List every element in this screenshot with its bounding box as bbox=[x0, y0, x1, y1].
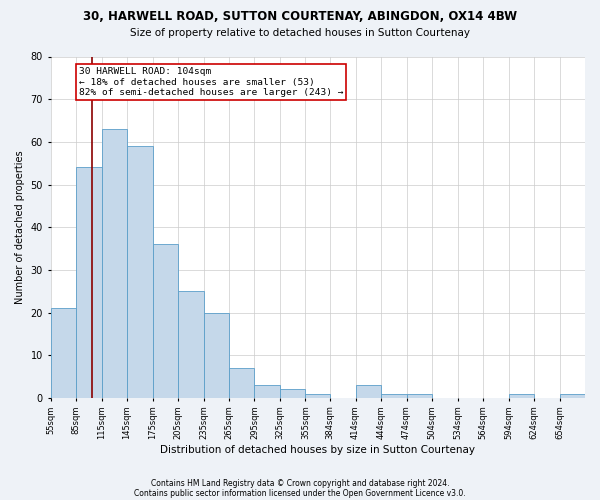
Bar bbox=[407, 394, 432, 398]
Bar bbox=[381, 394, 407, 398]
Bar bbox=[509, 394, 534, 398]
Bar bbox=[254, 385, 280, 398]
Text: Size of property relative to detached houses in Sutton Courtenay: Size of property relative to detached ho… bbox=[130, 28, 470, 38]
Text: Contains HM Land Registry data © Crown copyright and database right 2024.: Contains HM Land Registry data © Crown c… bbox=[151, 478, 449, 488]
Text: Contains public sector information licensed under the Open Government Licence v3: Contains public sector information licen… bbox=[134, 488, 466, 498]
Text: 30 HARWELL ROAD: 104sqm
← 18% of detached houses are smaller (53)
82% of semi-de: 30 HARWELL ROAD: 104sqm ← 18% of detache… bbox=[79, 67, 343, 97]
X-axis label: Distribution of detached houses by size in Sutton Courtenay: Distribution of detached houses by size … bbox=[160, 445, 475, 455]
Bar bbox=[356, 385, 381, 398]
Bar bbox=[203, 312, 229, 398]
Bar bbox=[101, 129, 127, 398]
Bar bbox=[305, 394, 330, 398]
Text: 30, HARWELL ROAD, SUTTON COURTENAY, ABINGDON, OX14 4BW: 30, HARWELL ROAD, SUTTON COURTENAY, ABIN… bbox=[83, 10, 517, 23]
Bar bbox=[229, 368, 254, 398]
Bar bbox=[280, 390, 305, 398]
Y-axis label: Number of detached properties: Number of detached properties bbox=[15, 150, 25, 304]
Bar bbox=[178, 291, 203, 398]
Bar bbox=[127, 146, 152, 398]
Bar bbox=[560, 394, 585, 398]
Bar bbox=[50, 308, 76, 398]
Bar bbox=[152, 244, 178, 398]
Bar bbox=[76, 168, 101, 398]
